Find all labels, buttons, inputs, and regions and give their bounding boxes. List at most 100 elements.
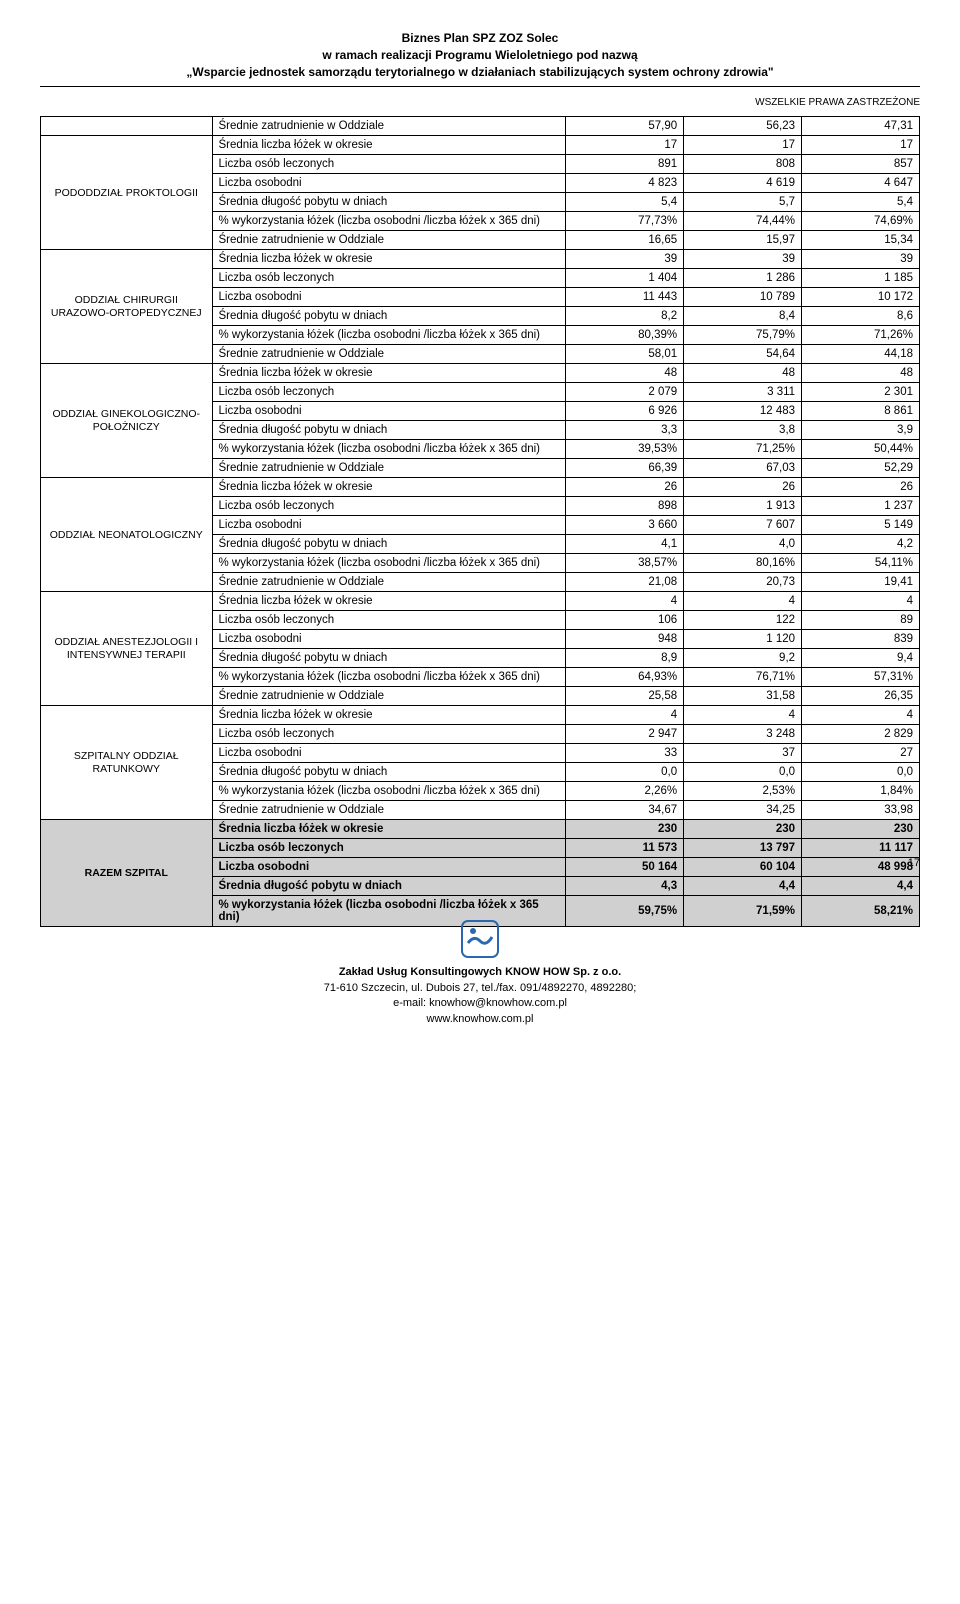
metric: Liczba osobodni [212,744,566,763]
metric: % wykorzystania łóżek (liczba osobodni /… [212,212,566,231]
val: 122 [684,611,802,630]
val: 2 301 [802,383,920,402]
val: 20,73 [684,573,802,592]
table-row: ODDZIAŁ ANESTEZJOLOGII I INTENSYWNEJ TER… [41,592,920,611]
val: 7 607 [684,516,802,535]
val: 4,1 [566,535,684,554]
val: 10 789 [684,288,802,307]
val: 1 286 [684,269,802,288]
val: 52,29 [802,459,920,478]
footer-email: e-mail: knowhow@knowhow.com.pl [40,996,920,1011]
val: 48 [566,364,684,383]
section-label: ODDZIAŁ CHIRURGII URAZOWO-ORTOPEDYCZNEJ [41,250,213,364]
val: 71,25% [684,440,802,459]
val: 80,16% [684,554,802,573]
val: 3,3 [566,421,684,440]
val: 4,3 [566,877,684,896]
val: 4,0 [684,535,802,554]
metric: Liczba osób leczonych [212,497,566,516]
table-row: SZPITALNY ODDZIAŁ RATUNKOWY Średnia licz… [41,706,920,725]
val: 3 248 [684,725,802,744]
val: 839 [802,630,920,649]
val: 26 [684,478,802,497]
val: 1,84% [802,782,920,801]
metric: Średnia liczba łóżek w okresie [212,820,566,839]
section-label: ODDZIAŁ ANESTEZJOLOGII I INTENSYWNEJ TER… [41,592,213,706]
val: 11 443 [566,288,684,307]
val: 31,58 [684,687,802,706]
val: 5,7 [684,193,802,212]
metric: Średnia liczba łóżek w okresie [212,136,566,155]
metric: Średnia liczba łóżek w okresie [212,706,566,725]
val: 33 [566,744,684,763]
data-table: Średnie zatrudnienie w Oddziale 57,90 56… [40,116,920,927]
val: 39 [566,250,684,269]
val: 17 [684,136,802,155]
val: 34,25 [684,801,802,820]
val: 0,0 [684,763,802,782]
company-logo-icon [460,919,500,959]
val: 4,4 [684,877,802,896]
val: 48 [684,364,802,383]
metric: Średnia długość pobytu w dniach [212,307,566,326]
val: 38,57% [566,554,684,573]
val: 66,39 [566,459,684,478]
val: 13 797 [684,839,802,858]
empty-label [41,117,213,136]
metric: % wykorzystania łóżek (liczba osobodni /… [212,554,566,573]
metric: Średnia długość pobytu w dniach [212,535,566,554]
metric: Średnia długość pobytu w dniach [212,193,566,212]
val: 17 [566,136,684,155]
val: 2,53% [684,782,802,801]
val: 5 149 [802,516,920,535]
metric: Liczba osób leczonych [212,155,566,174]
metric: Średnie zatrudnienie w Oddziale [212,459,566,478]
val: 11 573 [566,839,684,858]
rights-text: WSZELKIE PRAWA ZASTRZEŻONE [40,97,920,108]
metric: Średnia liczba łóżek w okresie [212,478,566,497]
metric: Średnia liczba łóżek w okresie [212,592,566,611]
divider [40,86,920,87]
val: 9,2 [684,649,802,668]
metric: Liczba osobodni [212,516,566,535]
val: 25,58 [566,687,684,706]
metric: Liczba osób leczonych [212,383,566,402]
val: 77,73% [566,212,684,231]
metric: Liczba osobodni [212,174,566,193]
metric: Średnie zatrudnienie w Oddziale [212,345,566,364]
val: 5,4 [566,193,684,212]
val: 948 [566,630,684,649]
val: 8,2 [566,307,684,326]
metric: Liczba osobodni [212,630,566,649]
metric: Liczba osób leczonych [212,611,566,630]
val: 898 [566,497,684,516]
val: 1 404 [566,269,684,288]
val: 2 947 [566,725,684,744]
val: 56,23 [684,117,802,136]
metric: Średnie zatrudnienie w Oddziale [212,687,566,706]
metric: % wykorzystania łóżek (liczba osobodni /… [212,668,566,687]
val: 39 [684,250,802,269]
section-label: ODDZIAŁ GINEKOLOGICZNO-POŁOŻNICZY [41,364,213,478]
val: 27 [802,744,920,763]
val: 33,98 [802,801,920,820]
val: 57,90 [566,117,684,136]
val: 71,26% [802,326,920,345]
val: 891 [566,155,684,174]
footer-company: Zakład Usług Konsultingowych KNOW HOW Sp… [40,965,920,980]
table-row: ODDZIAŁ NEONATOLOGICZNY Średnia liczba ł… [41,478,920,497]
val: 80,39% [566,326,684,345]
val: 54,64 [684,345,802,364]
val: 1 120 [684,630,802,649]
val: 16,65 [566,231,684,250]
val: 3,8 [684,421,802,440]
section-label: ODDZIAŁ NEONATOLOGICZNY [41,478,213,592]
val: 5,4 [802,193,920,212]
val: 11 117 [802,839,920,858]
val: 2 829 [802,725,920,744]
val: 67,03 [684,459,802,478]
table-row: ODDZIAŁ CHIRURGII URAZOWO-ORTOPEDYCZNEJ … [41,250,920,269]
val: 6 926 [566,402,684,421]
val: 0,0 [802,763,920,782]
val: 54,11% [802,554,920,573]
